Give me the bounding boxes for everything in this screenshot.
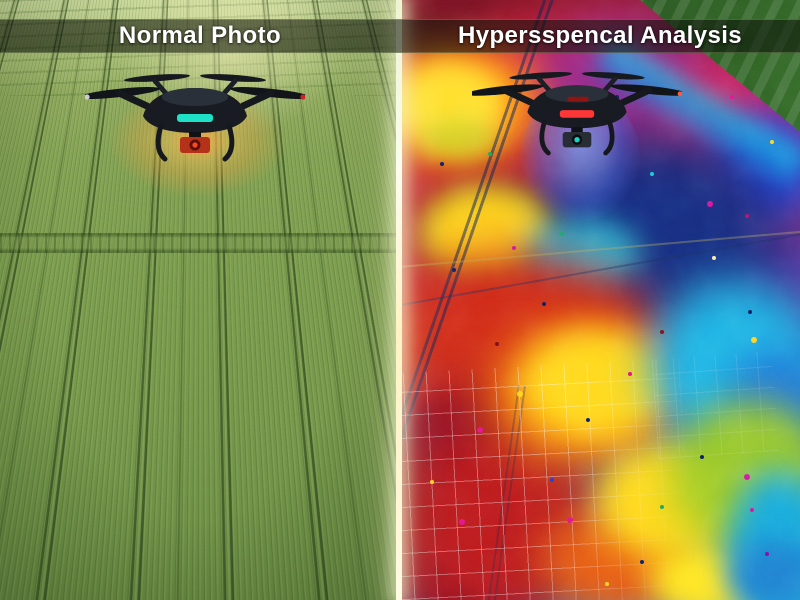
split-divider-glow: [396, 0, 402, 600]
hyperspectral-panel: [400, 0, 800, 600]
label-banner: Normal Photo Hypersspencal Analysis: [0, 19, 800, 53]
camera-lens-glow: [192, 142, 197, 147]
camera-lens-glow: [574, 137, 579, 142]
landing-leg-left: [158, 126, 165, 159]
drone-indicator-strip: [560, 110, 594, 118]
right-panel-title: Hypersspencal Analysis: [458, 22, 742, 50]
left-panel-title: Normal Photo: [119, 22, 281, 50]
drone-indicator-strip: [177, 114, 213, 122]
drone-top-marker: [567, 97, 588, 102]
drone-quadcopter-left: [85, 66, 305, 166]
right-banner-half: Hypersspencal Analysis: [400, 20, 800, 52]
landing-leg-left: [542, 122, 548, 154]
landing-leg-right: [225, 126, 232, 159]
comparison-graphic: Normal Photo Hypersspencal Analysis: [0, 0, 800, 600]
landing-leg-right: [606, 122, 612, 154]
drone-body-gloss: [162, 88, 228, 106]
normal-photo-panel: [0, 0, 400, 600]
drone-quadcopter-right: [472, 64, 682, 160]
left-banner-half: Normal Photo: [0, 20, 400, 52]
analysis-grid-overlay-faint: [652, 351, 779, 459]
analysis-grid-overlay: [400, 358, 692, 600]
